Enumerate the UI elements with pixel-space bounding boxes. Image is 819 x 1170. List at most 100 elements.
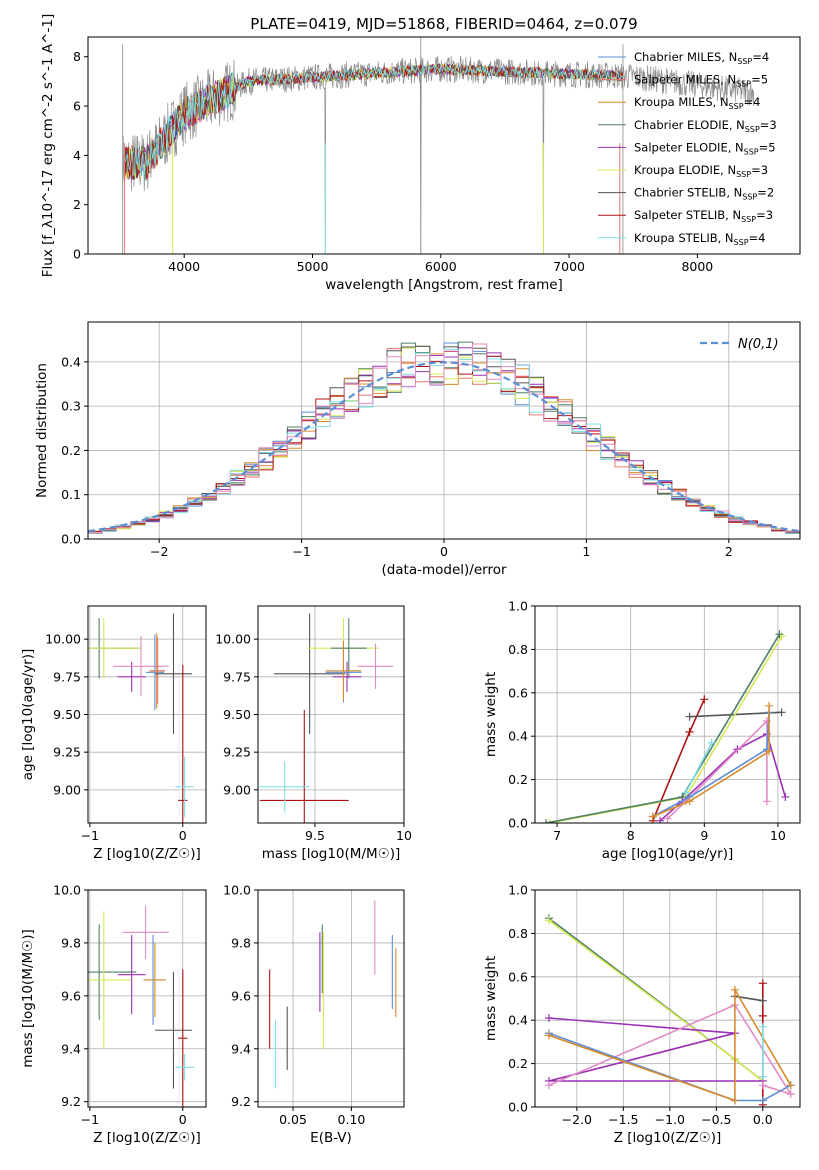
mass-vs-metallicity-panel: −1 0 9.2 9.4 9.6 9.8 10.0 Z [log10(Z/Z☉)] mass [… [20, 883, 207, 1146]
y-tick-label: 10.00 [215, 632, 251, 647]
weight-point-marker [544, 1081, 553, 1090]
figure-title: PLATE=0419, MJD=51868, FIBERID=0464, z=0… [250, 15, 637, 33]
y-tick-label: 0 [73, 247, 81, 262]
x-tick-label: −2 [150, 544, 168, 559]
legend-entry: Kroupa STELIB, NSSP=4 [634, 231, 765, 247]
y-tick-label: 9.25 [53, 745, 81, 760]
age-vs-mass-panel: 9.5 10 9.00 9.25 9.50 9.75 10.00 mass [log10(M/… [215, 605, 412, 862]
spectrum-plot-area [122, 37, 755, 254]
axes-frame [257, 889, 405, 1108]
y-tick-label: 0.1 [61, 487, 81, 502]
x-tick-label: 6000 [425, 259, 457, 274]
y-tick-label: 9.75 [223, 669, 251, 684]
y-tick-label: 4 [73, 148, 81, 163]
y-tick-label: 0.8 [508, 926, 528, 941]
weight-point-marker [765, 747, 774, 756]
y-tick-label: 10.0 [223, 883, 251, 898]
y-axis-label: age [log10(age/yr)] [20, 649, 36, 781]
y-tick-label: 9.6 [61, 988, 81, 1003]
spectrum-panel: 4000 5000 6000 7000 8000 0 2 4 6 8 wavelength [Ang… [40, 14, 801, 293]
weight-point-marker [656, 816, 665, 823]
weight-point-marker [730, 985, 739, 994]
legend-entry: Chabrier ELODIE, NSSP=3 [634, 118, 777, 134]
spectrum-legend: Chabrier MILES, NSSP=4 Salpeter MILES, NS… [598, 50, 777, 247]
y-tick-label: 9.2 [231, 1094, 251, 1109]
weight-point-marker [765, 701, 774, 710]
weight-point-marker [758, 1022, 767, 1031]
weight-point-marker [758, 996, 767, 1005]
legend-entry: Chabrier MILES, NSSP=4 [634, 50, 769, 66]
weight-vs-age-panel: 7 8 9 10 0.0 0.2 0.4 0.6 0.8 1.0 age [log10(age/yr… [483, 599, 801, 862]
weight-series-line [548, 919, 764, 1082]
x-tick-label: 8000 [681, 259, 713, 274]
legend-entry: Kroupa MILES, NSSP=4 [634, 95, 760, 111]
weight-series-line [548, 1032, 792, 1102]
y-tick-label: 0.4 [508, 729, 528, 744]
y-tick-label: 0.2 [508, 1056, 528, 1071]
histogram-step-line [88, 343, 800, 535]
model-spectrum-line [124, 63, 624, 178]
x-tick-label: 9 [700, 828, 708, 843]
y-tick-label: 9.2 [61, 1094, 81, 1109]
y-tick-label: 0.6 [508, 969, 528, 984]
x-tick-label: −1 [81, 828, 99, 843]
y-tick-label: 0.3 [61, 399, 81, 414]
weight-point-marker [775, 630, 784, 639]
x-tick-label: 8 [627, 828, 635, 843]
legend-entry: Salpeter MILES, NSSP=5 [634, 73, 768, 89]
x-axis-label: wavelength [Angstrom, rest frame] [325, 277, 563, 293]
weight_vs_Z-plot-area [544, 914, 795, 1107]
y-tick-label: 9.50 [223, 707, 251, 722]
age_vs_mass-plot-area [259, 613, 394, 823]
x-tick-label: −1 [81, 1112, 99, 1127]
x-axis-label: (data-model)/error [381, 562, 507, 578]
legend-entry: Chabrier STELIB, NSSP=2 [634, 186, 774, 202]
weight-series-line [666, 719, 768, 820]
weight-point-marker [685, 727, 694, 736]
weight-series-line [545, 633, 781, 823]
x-tick-label: 7 [553, 828, 561, 843]
x-axis-label: Z [log10(Z/Z☉)] [614, 1130, 722, 1146]
x-tick-label: 1 [582, 544, 590, 559]
weight-series-line [652, 712, 770, 818]
weight-series-line [685, 742, 713, 793]
weight-vs-metallicity-panel: −2.0 −1.5 −1.0 −0.5 0.0 0.0 0.2 0.4 0.6 0.8 1.0 Z [… [483, 883, 801, 1146]
x-tick-label: 0 [179, 1112, 187, 1127]
x-tick-label: 0.05 [279, 1112, 307, 1127]
weight-point-marker [758, 1072, 767, 1081]
y-tick-label: 9.8 [231, 935, 251, 950]
weight-point-marker [700, 695, 709, 704]
weight-series-line [652, 705, 770, 818]
axes-frame [87, 36, 801, 255]
age-vs-metallicity-panel: −1 0 9.00 9.25 9.50 9.75 10.00 Z [log10(Z/Z☉)] a… [20, 605, 207, 862]
y-tick-label: 9.50 [53, 707, 81, 722]
x-tick-label: 4000 [168, 259, 200, 274]
y-tick-label: 0.2 [508, 772, 528, 787]
y-tick-label: 9.4 [231, 1041, 251, 1056]
legend-entry: Salpeter ELODIE, NSSP=5 [634, 140, 776, 156]
y-tick-label: 9.00 [223, 782, 251, 797]
y-tick-label: 0.6 [508, 685, 528, 700]
x-tick-label: 0 [440, 544, 448, 559]
x-tick-label: −1.0 [655, 1112, 685, 1127]
weight-series-line [549, 635, 783, 823]
weight-point-marker [544, 1031, 553, 1040]
y-tick-label: 0.8 [508, 642, 528, 657]
weight-point-marker [758, 979, 767, 988]
y-tick-label: 8 [73, 49, 81, 64]
weight-point-marker [544, 1014, 553, 1023]
weight-point-marker [542, 819, 551, 823]
y-tick-label: 10.0 [53, 883, 81, 898]
residuals-panel: −2 −1 0 1 2 0.0 0.1 0.2 0.3 0.4 (data-model)/error… [34, 321, 801, 578]
x-axis-label: E(B-V) [310, 1130, 352, 1146]
axes-frame [534, 889, 801, 1108]
y-axis-label: Flux [f_λ10^-17 erg cm^-2 s^-1 A^-1] [40, 14, 56, 277]
y-tick-label: 9.8 [61, 935, 81, 950]
mass-vs-ebv-panel: 0.05 0.10 9.2 9.4 9.6 9.8 10.0 E(B-V) [223, 883, 405, 1146]
weight-point-marker [663, 814, 672, 823]
x-axis-label: Z [log10(Z/Z☉)] [93, 1130, 201, 1146]
y-tick-label: 0.0 [508, 816, 528, 831]
weight-point-marker [707, 738, 716, 747]
weight-point-marker [685, 712, 694, 721]
x-tick-label: −1.5 [608, 1112, 638, 1127]
